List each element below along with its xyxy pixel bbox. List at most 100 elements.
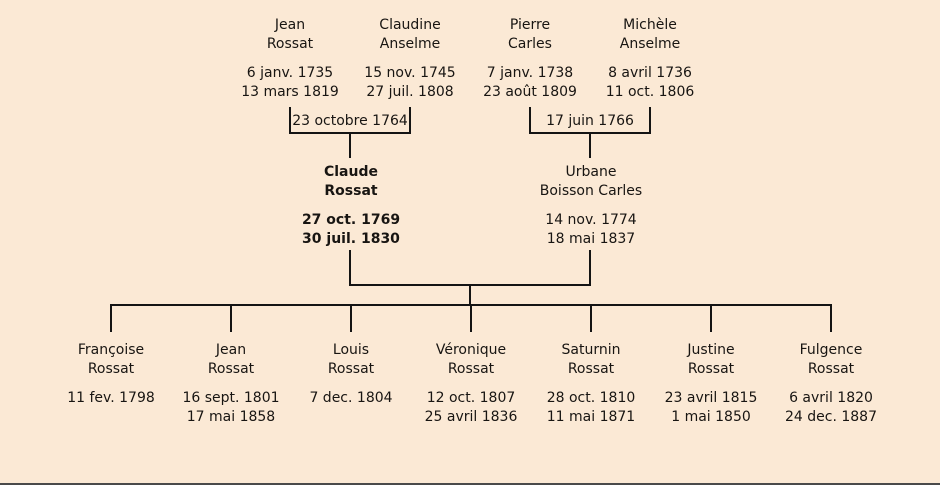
person-node-veronique-rossat[interactable]: Véronique Rossat 12 oct. 1807 25 avril 1… <box>396 341 546 427</box>
death-date: 27 juil. 1808 <box>366 84 454 100</box>
person-node-claude-rossat[interactable]: Claude Rossat 27 oct. 1769 30 juil. 1830 <box>276 163 426 249</box>
surname: Rossat <box>324 183 378 199</box>
surname: Rossat <box>87 361 135 377</box>
surname: Carles <box>508 36 552 52</box>
surname: Rossat <box>567 361 615 377</box>
person-node-urbane-boisson-carles[interactable]: Urbane Boisson Carles 14 nov. 1774 18 ma… <box>516 163 666 249</box>
person-dates: 8 avril 1736 11 oct. 1806 <box>575 64 725 102</box>
given-name: Urbane <box>565 164 617 180</box>
connector-line <box>470 306 472 332</box>
death-date: 1 mai 1850 <box>671 409 751 425</box>
person-dates: 15 nov. 1745 27 juil. 1808 <box>335 64 485 102</box>
connector-line <box>589 134 591 158</box>
birth-date: 28 oct. 1810 <box>546 390 636 406</box>
surname: Anselme <box>379 36 441 52</box>
surname: Rossat <box>207 361 255 377</box>
person-name: Jean Rossat <box>215 16 365 54</box>
person-dates: 23 avril 1815 1 mai 1850 <box>636 389 786 427</box>
person-dates: 16 sept. 1801 17 mai 1858 <box>156 389 306 427</box>
given-name: Louis <box>332 342 370 358</box>
connector-line <box>350 306 352 332</box>
connector-line <box>830 306 832 332</box>
surname: Rossat <box>447 361 495 377</box>
connector-line <box>289 107 291 134</box>
surname: Rossat <box>266 36 314 52</box>
person-node-jean-rossat-child[interactable]: Jean Rossat 16 sept. 1801 17 mai 1858 <box>156 341 306 427</box>
birth-date: 6 avril 1820 <box>789 390 873 406</box>
death-date: 24 dec. 1887 <box>785 409 877 425</box>
person-node-jean-rossat[interactable]: Jean Rossat 6 janv. 1735 13 mars 1819 <box>215 16 365 102</box>
birth-date: 7 dec. 1804 <box>309 390 393 406</box>
death-date: 30 juil. 1830 <box>302 231 400 247</box>
person-name: Françoise Rossat <box>36 341 186 379</box>
given-name: Véronique <box>435 342 507 358</box>
person-dates: 11 fev. 1798 <box>36 389 186 408</box>
birth-date: 16 sept. 1801 <box>182 390 280 406</box>
person-dates: 7 dec. 1804 <box>276 389 426 408</box>
person-node-pierre-carles[interactable]: Pierre Carles 7 janv. 1738 23 août 1809 <box>455 16 605 102</box>
person-name: Jean Rossat <box>156 341 306 379</box>
given-name: Pierre <box>509 17 551 33</box>
surname: Rossat <box>807 361 855 377</box>
death-date: 13 mars 1819 <box>241 84 339 100</box>
given-name: Claude <box>323 164 378 180</box>
given-name: Jean <box>215 342 247 358</box>
connector-line <box>590 306 592 332</box>
person-node-saturnin-rossat[interactable]: Saturnin Rossat 28 oct. 1810 11 mai 1871 <box>516 341 666 427</box>
birth-date: 14 nov. 1774 <box>545 212 637 228</box>
birth-date: 6 janv. 1735 <box>246 65 334 81</box>
death-date: 11 mai 1871 <box>546 409 636 425</box>
given-name: Françoise <box>77 342 145 358</box>
death-date: 25 avril 1836 <box>424 409 518 425</box>
given-name: Michèle <box>623 17 677 33</box>
person-node-fulgence-rossat[interactable]: Fulgence Rossat 6 avril 1820 24 dec. 188… <box>756 341 906 427</box>
person-name: Claude Rossat <box>276 163 426 201</box>
person-dates: 14 nov. 1774 18 mai 1837 <box>516 211 666 249</box>
person-dates: 28 oct. 1810 11 mai 1871 <box>516 389 666 427</box>
person-node-louis-rossat[interactable]: Louis Rossat 7 dec. 1804 <box>276 341 426 408</box>
birth-date: 27 oct. 1769 <box>301 212 401 228</box>
birth-date: 7 janv. 1738 <box>486 65 574 81</box>
death-date: 23 août 1809 <box>483 84 577 100</box>
person-name: Urbane Boisson Carles <box>516 163 666 201</box>
birth-date: 11 fev. 1798 <box>67 390 155 406</box>
person-node-francoise-rossat[interactable]: Françoise Rossat 11 fev. 1798 <box>36 341 186 408</box>
connector-line <box>529 107 531 134</box>
connector-line <box>110 304 832 306</box>
person-name: Claudine Anselme <box>335 16 485 54</box>
person-name: Véronique Rossat <box>396 341 546 379</box>
given-name: Justine <box>687 342 735 358</box>
death-date: 18 mai 1837 <box>546 231 636 247</box>
marriage-date-label: 17 juin 1766 <box>546 113 634 129</box>
connector-line <box>529 132 651 134</box>
person-name: Pierre Carles <box>455 16 605 54</box>
person-dates: 7 janv. 1738 23 août 1809 <box>455 64 605 102</box>
person-node-claudine-anselme[interactable]: Claudine Anselme 15 nov. 1745 27 juil. 1… <box>335 16 485 102</box>
person-node-justine-rossat[interactable]: Justine Rossat 23 avril 1815 1 mai 1850 <box>636 341 786 427</box>
death-date: 11 oct. 1806 <box>605 84 695 100</box>
connector-line <box>230 306 232 332</box>
person-name: Justine Rossat <box>636 341 786 379</box>
connector-line <box>710 306 712 332</box>
connector-line <box>649 107 651 134</box>
surname: Rossat <box>327 361 375 377</box>
death-date: 17 mai 1858 <box>186 409 276 425</box>
birth-date: 15 nov. 1745 <box>364 65 456 81</box>
person-name: Louis Rossat <box>276 341 426 379</box>
person-dates: 6 avril 1820 24 dec. 1887 <box>756 389 906 427</box>
person-dates: 12 oct. 1807 25 avril 1836 <box>396 389 546 427</box>
connector-line <box>349 134 351 158</box>
given-name: Jean <box>274 17 306 33</box>
person-node-michele-anselme[interactable]: Michèle Anselme 8 avril 1736 11 oct. 180… <box>575 16 725 102</box>
connector-line <box>110 306 112 332</box>
connector-line <box>589 250 591 286</box>
connector-line <box>349 284 591 286</box>
given-name: Claudine <box>379 17 441 33</box>
given-name: Fulgence <box>799 342 863 358</box>
marriage-date-label: 23 octobre 1764 <box>292 113 408 129</box>
person-name: Fulgence Rossat <box>756 341 906 379</box>
surname: Rossat <box>687 361 735 377</box>
birth-date: 23 avril 1815 <box>664 390 758 406</box>
birth-date: 12 oct. 1807 <box>426 390 516 406</box>
